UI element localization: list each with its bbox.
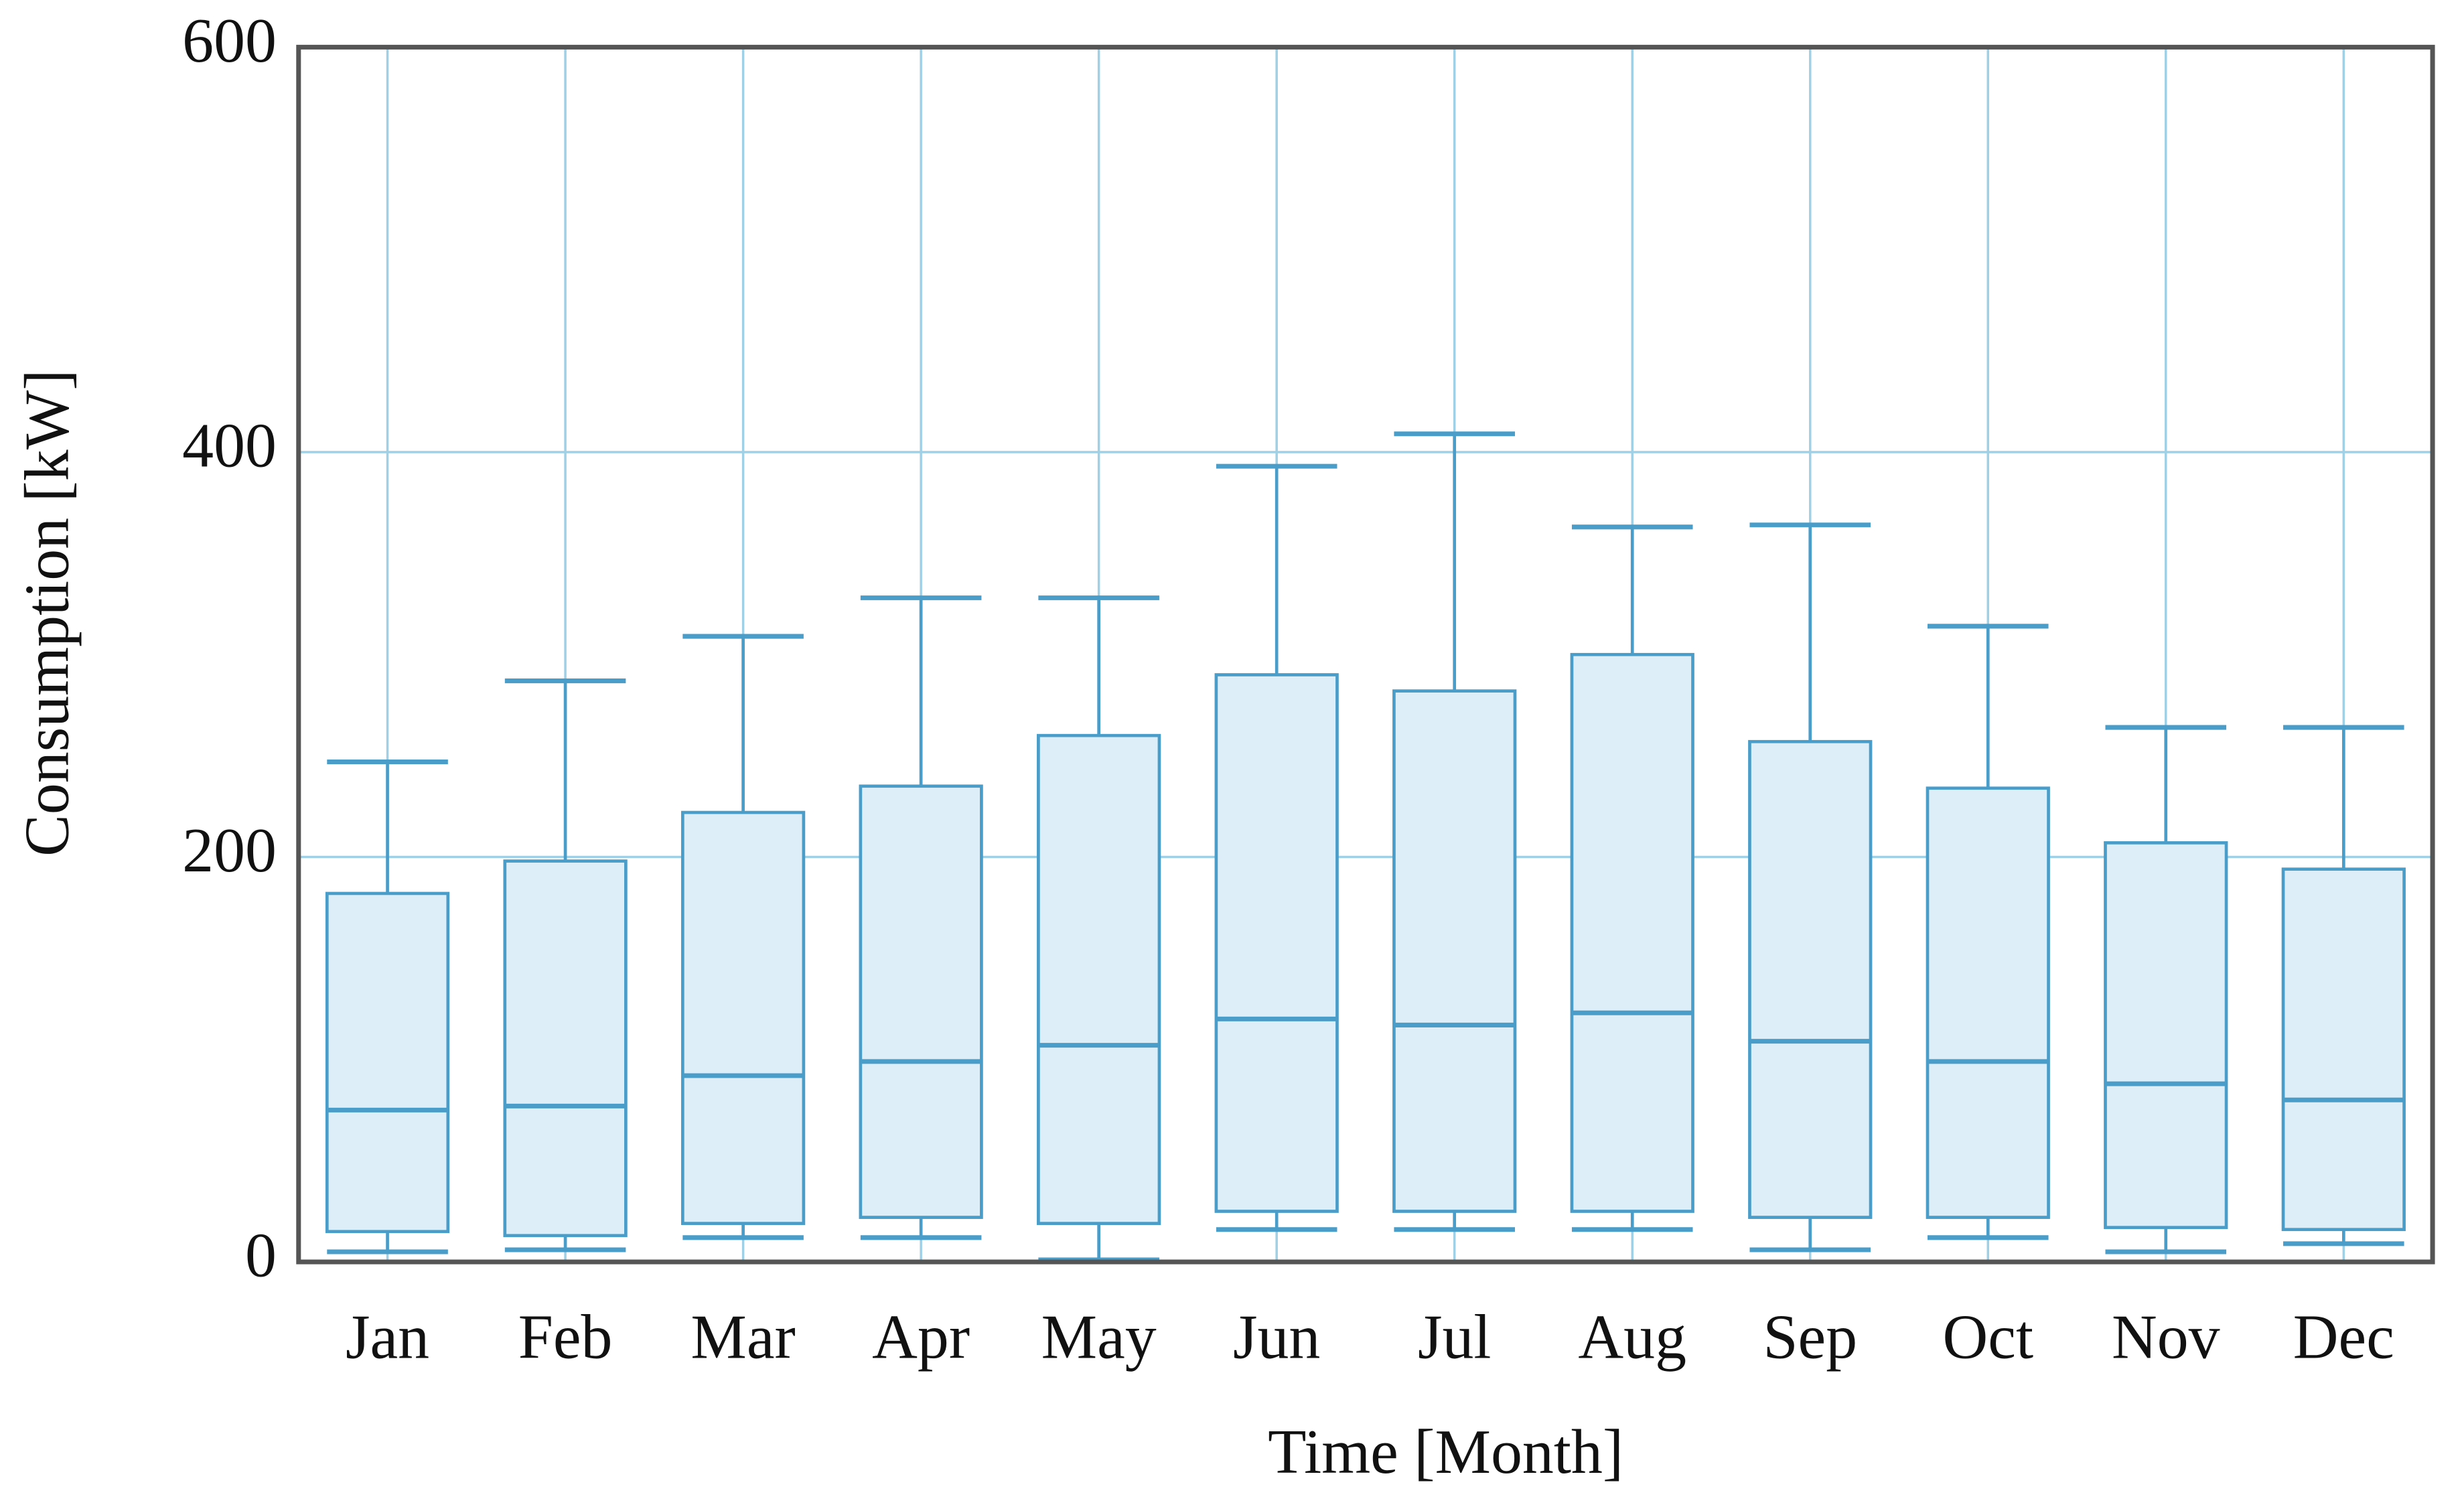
box xyxy=(859,784,983,1219)
box xyxy=(325,891,450,1234)
y-axis-label: Consumption [kW] xyxy=(12,369,82,856)
y-tick-label: 400 xyxy=(182,411,277,480)
x-tick-label: Mar xyxy=(691,1303,795,1372)
box xyxy=(1037,733,1161,1226)
x-tick-label: Dec xyxy=(2293,1303,2394,1372)
x-tick-label: Aug xyxy=(1578,1303,1686,1372)
x-tick-label: Feb xyxy=(518,1303,613,1372)
x-tick-label: Oct xyxy=(1943,1303,2034,1372)
box xyxy=(1570,652,1694,1213)
box xyxy=(1926,786,2050,1219)
x-tick-label: Nov xyxy=(2112,1303,2220,1372)
x-tick-label: Jun xyxy=(1233,1303,1320,1372)
x-tick-label: Jul xyxy=(1418,1303,1492,1372)
y-tick-label: 600 xyxy=(182,6,277,76)
x-tick-label: Jan xyxy=(346,1303,429,1372)
x-axis-label: Time [Month] xyxy=(1268,1417,1623,1487)
plot-frame xyxy=(296,44,2435,1265)
box xyxy=(503,859,628,1238)
box xyxy=(2104,841,2228,1230)
x-tick-label: Apr xyxy=(872,1303,970,1372)
x-tick-label: May xyxy=(1041,1303,1157,1372)
x-tick-label: Sep xyxy=(1763,1303,1857,1372)
y-tick-label: 0 xyxy=(245,1221,277,1291)
box xyxy=(2281,867,2406,1232)
y-tick-label: 200 xyxy=(182,816,277,885)
box xyxy=(1214,673,1339,1213)
box xyxy=(680,810,806,1226)
box xyxy=(1392,689,1517,1213)
box xyxy=(1748,739,1873,1219)
